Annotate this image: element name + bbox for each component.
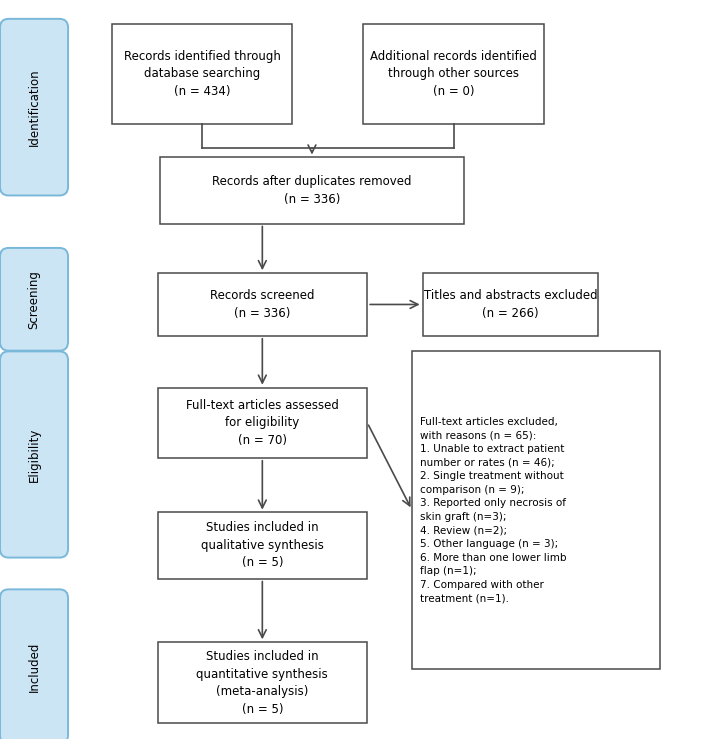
- FancyBboxPatch shape: [363, 24, 545, 123]
- FancyBboxPatch shape: [0, 352, 68, 557]
- FancyBboxPatch shape: [0, 18, 68, 195]
- FancyBboxPatch shape: [0, 248, 68, 351]
- Text: Records after duplicates removed
(n = 336): Records after duplicates removed (n = 33…: [212, 175, 412, 206]
- Text: Titles and abstracts excluded
(n = 266): Titles and abstracts excluded (n = 266): [424, 289, 597, 320]
- Text: Full-text articles excluded,
with reasons (n = 65):
1. Unable to extract patient: Full-text articles excluded, with reason…: [420, 417, 567, 603]
- Text: Full-text articles assessed
for eligibility
(n = 70): Full-text articles assessed for eligibil…: [186, 399, 339, 446]
- FancyBboxPatch shape: [157, 512, 367, 579]
- FancyBboxPatch shape: [423, 273, 598, 336]
- Text: Identification: Identification: [28, 68, 40, 146]
- Text: Records identified through
database searching
(n = 434): Records identified through database sear…: [123, 50, 281, 98]
- FancyBboxPatch shape: [412, 351, 660, 669]
- FancyBboxPatch shape: [111, 24, 292, 123]
- FancyBboxPatch shape: [157, 387, 367, 457]
- Text: Records screened
(n = 336): Records screened (n = 336): [210, 289, 315, 320]
- FancyBboxPatch shape: [157, 273, 367, 336]
- FancyBboxPatch shape: [157, 642, 367, 723]
- Text: Included: Included: [28, 641, 40, 692]
- FancyBboxPatch shape: [160, 157, 464, 224]
- FancyBboxPatch shape: [0, 590, 68, 739]
- Text: Studies included in
qualitative synthesis
(n = 5): Studies included in qualitative synthesi…: [201, 522, 324, 569]
- Text: Additional records identified
through other sources
(n = 0): Additional records identified through ot…: [370, 50, 537, 98]
- Text: Screening: Screening: [28, 270, 40, 329]
- Text: Studies included in
quantitative synthesis
(meta-analysis)
(n = 5): Studies included in quantitative synthes…: [196, 650, 328, 715]
- Text: Eligibility: Eligibility: [28, 427, 40, 482]
